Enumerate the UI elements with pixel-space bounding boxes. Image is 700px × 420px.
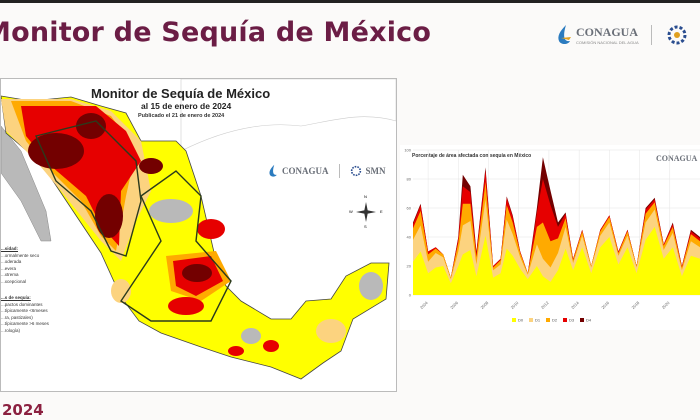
conagua-drop-icon [269,164,277,177]
legend-item: ...típicamente <6meses [1,308,48,314]
top-bar [0,0,700,3]
legend-item: ...rología) [1,327,21,333]
y-tick-label: 0 [409,293,412,298]
x-tick-label: 2020 [661,300,671,310]
intensity-legend: ...sidad: ...ormalmente seco ...oderada … [1,246,39,286]
legend-item: ...xcepcional [1,278,27,284]
compass-n: N [364,194,367,199]
map-date: al 15 de enero de 2024 [141,101,232,111]
slide-title: Monitor de Sequía de México [0,17,432,48]
legend-item: ...oderada [1,259,22,265]
x-tick-label: 2012 [540,300,550,310]
legend-swatch-D0 [512,318,516,322]
area-series-D0 [413,226,700,295]
legend-label-D2: D2 [552,318,558,323]
y-tick-label: 80 [407,177,412,182]
smn-logo-icon [667,25,687,45]
x-tick-label: 2004 [419,300,429,310]
intensity-legend-header: ...sidad: [1,246,19,251]
legend-swatch-D4 [580,318,584,322]
x-tick-label: 2014 [570,300,580,310]
y-tick-label: 40 [407,235,412,240]
map-title: Monitor de Sequía de México [91,86,271,101]
legend-item: ...ra, pastizales) [1,314,33,320]
legend-label-D4: D4 [586,318,592,323]
compass-rose: N S W E [349,194,383,229]
legend-swatch-D1 [529,318,533,322]
chart-plot: 0 20 40 60 80 100 2004 2006 2008 2010 2012 2014 2016… [404,148,700,323]
legend-label-D0: D0 [518,318,524,323]
baja-california-sur [1,125,52,242]
compass-e: E [380,209,383,214]
y-tick-label: 100 [404,148,411,153]
drought-areas [1,99,383,356]
drought-area-chart: Porcentaje de área afectada con sequía e… [400,145,700,330]
x-tick-label: 2008 [479,300,489,310]
smn-icon [350,165,361,177]
compass-s: S [364,224,367,229]
map-published-date: Publicado el 21 de enero de 2024 [138,113,225,119]
legend-item: ...típicamente >6 meses [1,321,49,327]
drought-map [1,79,396,380]
drought-map-panel: Monitor de Sequía de México al 15 de ene… [0,78,397,392]
y-tick-label: 60 [407,206,412,211]
x-tick-label: 2010 [510,300,520,310]
legend-swatch-D2 [546,318,550,322]
map-conagua-logo: CONAGUA [282,166,329,176]
map-logos: CONAGUA SMN [268,164,386,178]
legend-swatch-D3 [563,318,567,322]
legend-item: ...pactos dominantes [1,301,43,307]
conagua-logo-text: CONAGUA [576,25,638,39]
legend-item: ...evera [1,265,17,271]
type-legend-header: ...s de sequía: [1,295,31,300]
legend-item: ...xtrema [1,272,19,278]
x-tick-label: 2018 [630,300,640,310]
legend-label-D1: D1 [535,318,541,323]
legend-item: ...ormalmente seco [1,252,40,258]
x-tick-label: 2006 [449,300,459,310]
compass-w: W [349,209,353,214]
x-tick-label: 2016 [600,300,610,310]
logo-divider [338,164,340,178]
footer-year: 2024 [2,401,44,419]
y-tick-label: 20 [407,264,412,269]
conagua-drop-icon [558,25,571,44]
conagua-logo-subtext: COMISIÓN NACIONAL DEL AGUA [576,40,639,45]
legend-label-D3: D3 [569,318,575,323]
map-smn-logo: SMN [365,166,386,176]
chart-title: Porcentaje de área afectada con sequía e… [412,153,532,159]
type-legend: ...s de sequía: ...pactos dominantes ...… [1,295,49,335]
chart-conagua-logo: CONAGUA [656,154,698,163]
logo-divider [650,25,652,45]
compass-icon [356,202,376,222]
conagua-header-logo: CONAGUA COMISIÓN NACIONAL DEL AGUA [556,24,688,46]
